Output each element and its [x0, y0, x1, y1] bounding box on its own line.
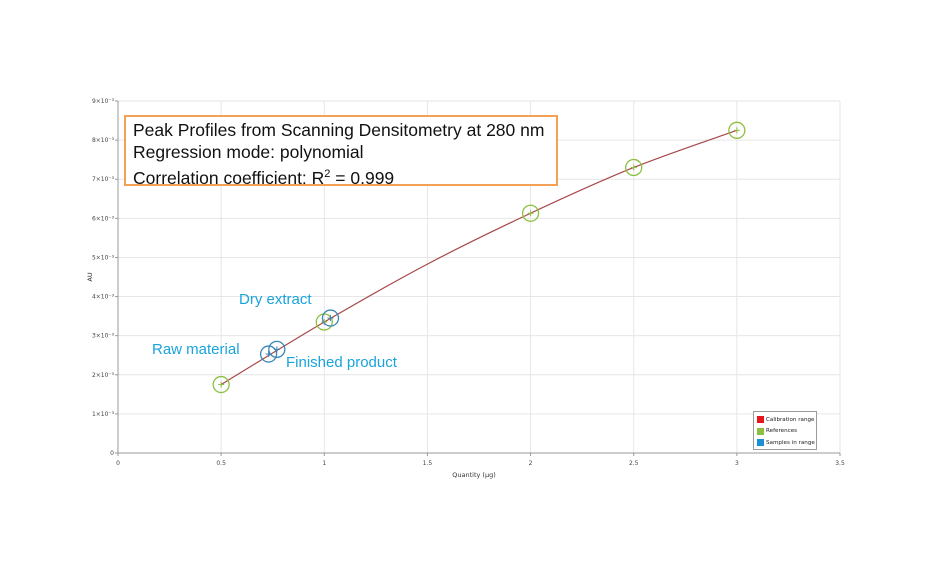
- info-regression-mode: Regression mode: polynomial: [133, 142, 364, 162]
- annotation-raw-material: Raw material: [152, 341, 240, 358]
- info-title: Peak Profiles from Scanning Densitometry…: [133, 120, 545, 140]
- x-tick-label: 0: [116, 460, 120, 467]
- legend-label: References: [766, 428, 798, 435]
- x-tick-label: 1.5: [423, 460, 433, 467]
- data-markers: [212, 121, 746, 394]
- y-axis-title: AU: [86, 272, 94, 281]
- sample-annotations: Raw material Finished product Dry extract: [152, 291, 398, 371]
- tick-labels: 0 0.5 1 1.5 2 2.5 3 3.5 0 1×10⁻³ 2×10⁻³ 3×10⁻³ 4×10⁻…: [92, 98, 845, 467]
- legend-item-calibration-range[interactable]: Calibration range: [757, 414, 816, 426]
- reference-marker[interactable]: [625, 158, 643, 177]
- calibration-curve: [220, 129, 738, 386]
- chart-legend: Calibration range References Samples in …: [753, 411, 817, 450]
- legend-label: Calibration range: [766, 416, 815, 423]
- reference-marker[interactable]: [728, 121, 746, 139]
- x-tick-label: 2: [529, 460, 533, 467]
- x-tick-label: 0.5: [216, 460, 226, 467]
- axes: [115, 100, 841, 456]
- annotation-finished-product: Finished product: [286, 354, 398, 371]
- x-tick-label: 3.5: [835, 460, 845, 467]
- annotation-dry-extract: Dry extract: [239, 291, 312, 308]
- legend-item-references[interactable]: References: [757, 426, 816, 438]
- chart-info-box: Peak Profiles from Scanning Densitometry…: [124, 115, 558, 188]
- y-tick-label: 5×10⁻³: [92, 254, 115, 261]
- y-tick-label: 8×10⁻³: [92, 137, 115, 144]
- sample-marker[interactable]: [268, 340, 286, 359]
- legend-swatch-blue: [757, 439, 764, 447]
- y-tick-label: 9×10⁻³: [92, 98, 115, 105]
- info-correlation: Correlation coefficient: R2 = 0.999: [133, 167, 395, 188]
- reference-marker[interactable]: [521, 204, 540, 222]
- y-tick-label: 6×10⁻³: [92, 215, 115, 222]
- legend-swatch-green: [757, 427, 764, 435]
- x-tick-label: 1: [322, 460, 326, 467]
- x-tick-label: 3: [735, 460, 739, 467]
- legend-swatch-red: [757, 416, 764, 424]
- y-tick-label: 2×10⁻³: [92, 372, 115, 379]
- reference-marker[interactable]: [212, 375, 230, 394]
- x-axis-title: Quantity (µg): [452, 471, 496, 479]
- x-tick-label: 2.5: [629, 460, 639, 467]
- y-tick-label: 7×10⁻³: [92, 176, 115, 183]
- y-tick-label: 0: [110, 450, 114, 457]
- y-tick-label: 3×10⁻³: [92, 333, 115, 340]
- legend-label: Samples in range: [766, 439, 815, 446]
- sample-marker[interactable]: [321, 309, 340, 327]
- y-tick-label: 1×10⁻³: [92, 411, 115, 418]
- y-tick-label: 4×10⁻³: [92, 294, 115, 301]
- legend-item-samples-in-range[interactable]: Samples in range: [757, 437, 816, 449]
